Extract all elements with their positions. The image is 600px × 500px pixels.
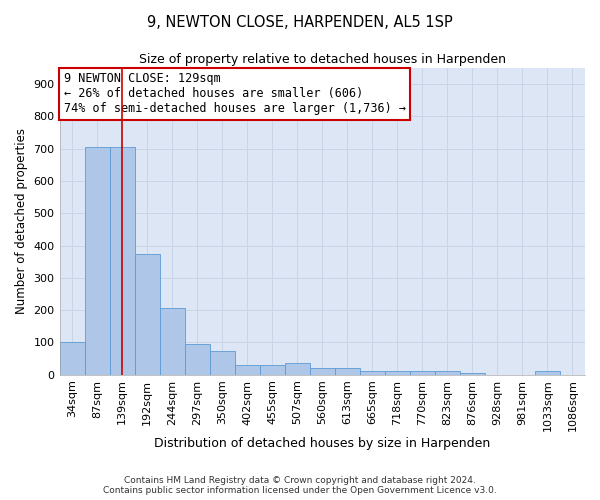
Bar [85,147,110,374]
Text: 9, NEWTON CLOSE, HARPENDEN, AL5 1SP: 9, NEWTON CLOSE, HARPENDEN, AL5 1SP [147,15,453,30]
Y-axis label: Number of detached properties: Number of detached properties [15,128,28,314]
Bar [59,342,85,374]
Bar [535,372,560,374]
Bar [310,368,335,374]
Bar [410,372,435,374]
X-axis label: Distribution of detached houses by size in Harpenden: Distribution of detached houses by size … [154,437,490,450]
Bar [260,364,285,374]
Bar [460,373,485,374]
Text: Contains HM Land Registry data © Crown copyright and database right 2024.
Contai: Contains HM Land Registry data © Crown c… [103,476,497,495]
Bar [134,254,160,374]
Text: 9 NEWTON CLOSE: 129sqm
← 26% of detached houses are smaller (606)
74% of semi-de: 9 NEWTON CLOSE: 129sqm ← 26% of detached… [64,72,406,115]
Bar [185,344,209,374]
Bar [435,372,460,374]
Bar [385,372,410,374]
Bar [335,368,360,374]
Bar [209,352,235,374]
Bar [285,364,310,374]
Title: Size of property relative to detached houses in Harpenden: Size of property relative to detached ho… [139,52,506,66]
Bar [160,308,185,374]
Bar [235,365,260,374]
Bar [360,372,385,374]
Bar [110,147,134,374]
